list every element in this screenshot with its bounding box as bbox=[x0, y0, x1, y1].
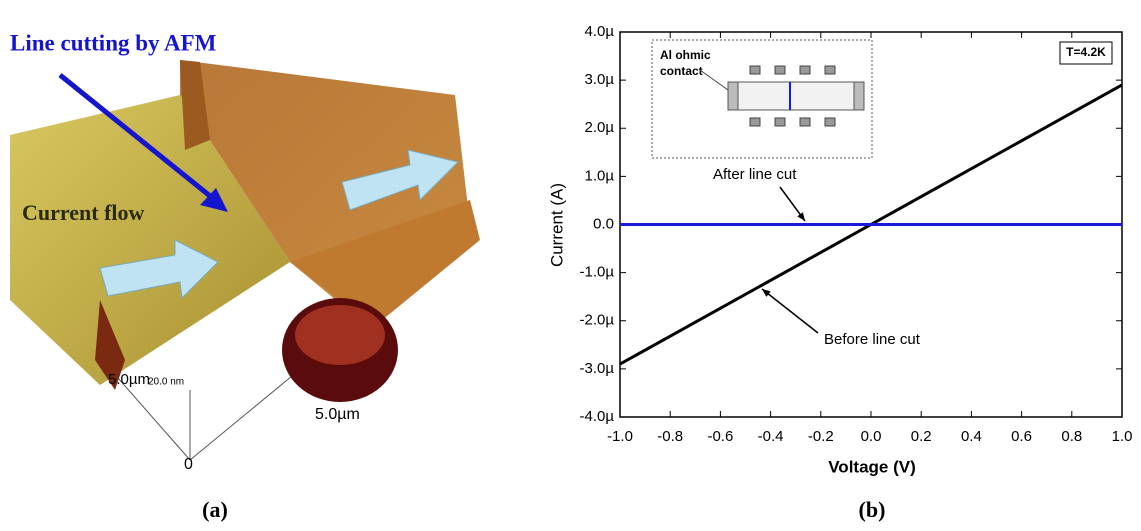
temperature-box bbox=[1059, 41, 1113, 65]
x-tick-label: 0.8 bbox=[1061, 428, 1082, 445]
series-annotation: Before line cut bbox=[824, 331, 921, 348]
y-tick-label: 1.0µ bbox=[585, 167, 615, 184]
annotation-arrow bbox=[761, 288, 819, 334]
y-tick-label: -4.0µ bbox=[580, 408, 615, 425]
y-tick-label: -3.0µ bbox=[580, 360, 615, 377]
y-tick-label: 3.0µ bbox=[585, 71, 615, 88]
inset-label: Al ohmic bbox=[660, 48, 711, 62]
y-tick-label: -2.0µ bbox=[580, 312, 615, 329]
inset: Al ohmic contact bbox=[651, 39, 873, 159]
caption: (b) bbox=[859, 497, 886, 522]
y-axis-title: Current (A) bbox=[547, 183, 566, 267]
y-tick-label: -1.0µ bbox=[580, 264, 615, 281]
x-tick-label: -0.6 bbox=[707, 428, 733, 445]
x-tick-label: -0.8 bbox=[657, 428, 683, 445]
axis-label: 5.0µm bbox=[108, 371, 150, 388]
arrow-head bbox=[797, 212, 805, 221]
x-tick-label: 0.2 bbox=[911, 428, 932, 445]
series-annotation: After line cut bbox=[713, 166, 797, 183]
axis-label: 20.0 nm bbox=[148, 377, 184, 388]
inset-label: contact bbox=[660, 64, 703, 78]
annotation: Current flow bbox=[22, 200, 145, 225]
y-tick-label: 0.0 bbox=[593, 215, 614, 232]
caption: (a) bbox=[202, 497, 228, 522]
temperature-label: T=4.2K bbox=[1066, 45, 1106, 59]
x-tick-label: -0.4 bbox=[758, 428, 784, 445]
x-axis-title: Voltage (V) bbox=[828, 457, 916, 476]
x-tick-label: -0.2 bbox=[808, 428, 834, 445]
arrow-head bbox=[762, 289, 771, 297]
x-tick-label: 0.4 bbox=[961, 428, 982, 445]
afm-image: Line cutting by AFM Current flow 5.0µm 2… bbox=[9, 30, 480, 522]
axis-label: 5.0µm bbox=[315, 406, 360, 423]
x-tick-label: 0.0 bbox=[861, 428, 882, 445]
x-tick-label: 0.6 bbox=[1011, 428, 1032, 445]
x-tick-label: -1.0 bbox=[607, 428, 633, 445]
y-tick-label: 4.0µ bbox=[585, 23, 615, 40]
y-tick-label: 2.0µ bbox=[585, 119, 615, 136]
x-tick-label: 1.0 bbox=[1112, 428, 1133, 445]
axis-label: 0 bbox=[184, 456, 193, 473]
annotation: Line cutting by AFM bbox=[10, 30, 217, 55]
